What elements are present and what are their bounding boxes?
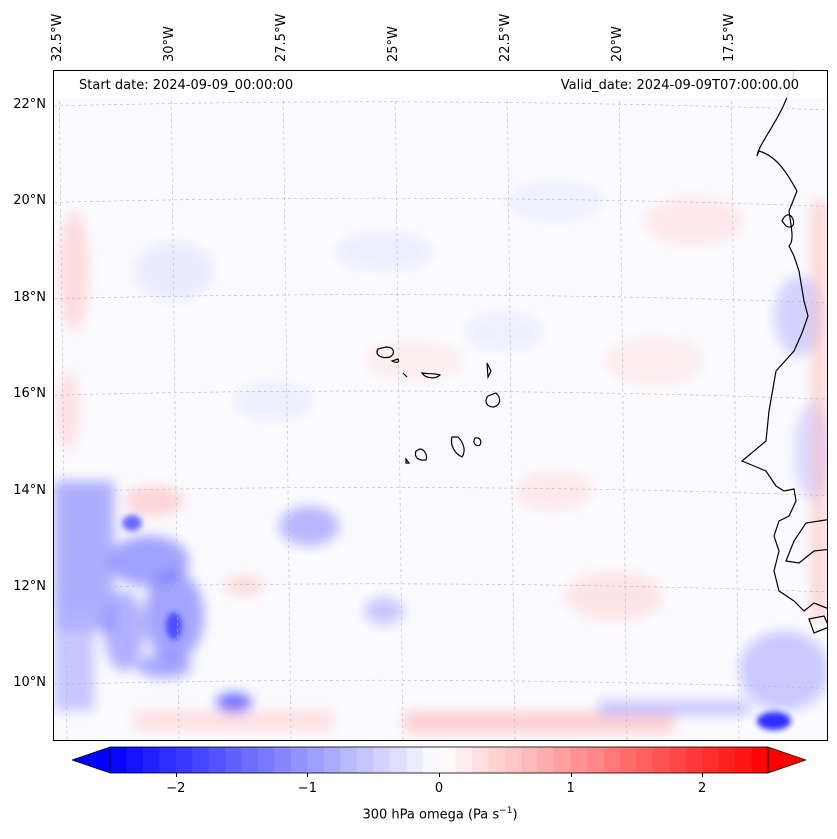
latitude-label: 18°N — [13, 289, 46, 305]
colorbar-cell — [488, 747, 506, 773]
latitude-label: 12°N — [13, 579, 46, 594]
map-panel: Start date: 2024-09-09_00:00:00 Valid_da… — [53, 70, 828, 741]
colorbar-cell — [570, 747, 588, 773]
colorbar-cell — [603, 747, 621, 773]
colorbar — [72, 746, 806, 774]
parallel-line — [54, 197, 827, 207]
colorbar-cell — [340, 747, 358, 773]
colorbar-cell — [356, 747, 374, 773]
strong-cells — [122, 515, 791, 730]
colorbar-cell — [258, 747, 276, 773]
meridian-line — [58, 71, 68, 740]
meridian-line — [730, 71, 740, 740]
colorbar-cell — [652, 747, 670, 773]
omega-field — [54, 181, 827, 733]
graticule — [54, 71, 827, 740]
longitude-label: 30°W — [162, 26, 177, 62]
colorbar-cell — [619, 747, 637, 773]
latitude-label: 22°N — [13, 97, 46, 112]
colorbar-cell — [142, 747, 160, 773]
colorbar-cell — [669, 747, 687, 773]
meridian-line — [282, 71, 292, 740]
colorbar-cell — [159, 747, 177, 773]
meridian-line — [394, 71, 404, 740]
colorbar-tick-label: −2 — [166, 781, 186, 796]
colorbar-tick-label: 2 — [698, 781, 707, 796]
colorbar-cell — [406, 747, 424, 773]
latitude-label: 10°N — [13, 675, 46, 691]
colorbar-tick-mark — [570, 773, 572, 777]
longitude-label: 32.5°W — [50, 13, 65, 62]
colorbar-tick-label: 0 — [434, 781, 444, 796]
latitude-label: 16°N — [13, 386, 46, 402]
colorbar-cell — [373, 747, 391, 773]
colorbar-cell — [735, 747, 753, 773]
colorbar-cell — [323, 747, 341, 773]
parallel-line — [54, 583, 827, 593]
colorbar-cell — [751, 747, 769, 773]
valid-date: Valid_date: 2024-09-09T07:00:00.00 — [560, 78, 799, 93]
parallel-line — [54, 679, 827, 689]
longitude-label: 22.5°W — [498, 13, 513, 62]
colorbar-cell — [307, 747, 325, 773]
parallel-line — [54, 294, 827, 304]
colorbar-cell — [521, 747, 539, 773]
colorbar-cell — [554, 747, 572, 773]
date-header: Start date: 2024-09-09_00:00:00 Valid_da… — [54, 71, 827, 98]
longitude-label: 20°W — [610, 26, 625, 62]
start-date: Start date: 2024-09-09_00:00:00 — [79, 78, 294, 93]
colorbar-cell — [504, 747, 522, 773]
colorbar-tick-mark — [307, 773, 309, 777]
colorbar-tick-label: −1 — [297, 781, 317, 796]
longitude-label: 25°W — [386, 26, 401, 62]
latitude-label: 14°N — [13, 482, 46, 498]
parallel-line — [54, 390, 827, 400]
longitude-label: 17.5°W — [722, 13, 737, 62]
longitude-label: 27.5°W — [274, 13, 289, 62]
colorbar-cell — [685, 747, 703, 773]
colorbar-cell — [241, 747, 259, 773]
colorbar-cell — [389, 747, 407, 773]
colorbar-cell — [537, 747, 555, 773]
colorbar-cell — [455, 747, 473, 773]
colorbar-cell — [702, 747, 720, 773]
colorbar-cell — [471, 747, 489, 773]
colorbar-cell — [290, 747, 308, 773]
colorbar-cell — [175, 747, 193, 773]
colorbar-tick-label: 1 — [566, 781, 575, 796]
colorbar-tick-mark — [439, 773, 440, 777]
colorbar-max-extend — [767, 746, 806, 774]
colorbar-title: 300 hPa omega (Pa s−1) — [362, 806, 518, 823]
colorbar-cell — [439, 747, 457, 773]
latitude-label: 20°N — [13, 193, 46, 209]
meridian-line — [506, 71, 516, 740]
omega-field-map — [54, 71, 827, 740]
colorbar-cell — [208, 747, 226, 773]
coastlines — [376, 71, 827, 634]
colorbar-cell — [225, 747, 243, 773]
colorbar-cell — [636, 747, 654, 773]
colorbar-min-extend — [72, 746, 111, 774]
colorbar-cell — [110, 747, 128, 773]
meridian-line — [170, 71, 180, 740]
parallel-line — [54, 487, 827, 496]
colorbar-cell — [126, 747, 144, 773]
colorbar-cell — [192, 747, 210, 773]
colorbar-tick-mark — [702, 773, 704, 777]
parallel-line — [54, 101, 827, 111]
colorbar-cell — [274, 747, 292, 773]
colorbar-cell — [422, 747, 440, 773]
colorbar-cell — [587, 747, 605, 773]
colorbar-tick-mark — [175, 773, 177, 777]
meridian-line — [618, 71, 628, 740]
colorbar-cell — [718, 747, 736, 773]
